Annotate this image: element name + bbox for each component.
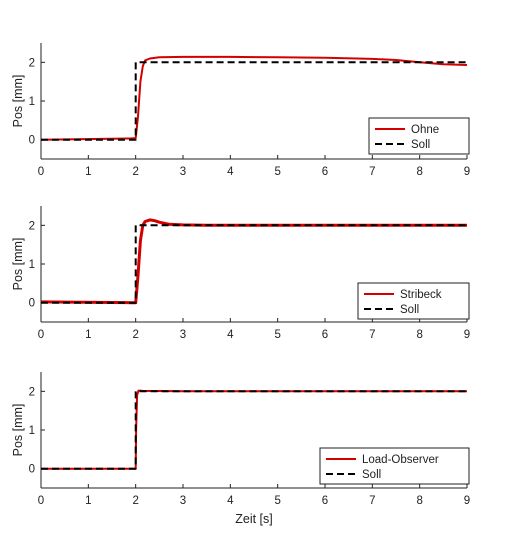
x-tick-label: 9 xyxy=(464,166,470,178)
x-tick-label: 7 xyxy=(369,166,375,178)
y-tick-label: 2 xyxy=(29,386,35,398)
x-tick-label: 1 xyxy=(85,166,91,178)
x-axis-label: Zeit [s] xyxy=(235,512,273,526)
x-tick-label: 3 xyxy=(180,166,186,178)
legend-entry-label: Soll xyxy=(411,139,430,151)
x-tick-label: 9 xyxy=(464,329,470,341)
series-line-ohne xyxy=(40,55,468,141)
y-tick-label: 1 xyxy=(29,425,35,437)
x-tick-label: 5 xyxy=(274,495,280,507)
x-tick-label: 1 xyxy=(85,495,91,507)
x-tick-label: 9 xyxy=(464,495,470,507)
y-axis-label: Pos [mm] xyxy=(11,75,25,128)
x-tick-label: 0 xyxy=(38,329,44,341)
legend-entry-label: Load-Observer xyxy=(362,454,439,466)
subplot-1: 0 1 2 3 4 5 6 7 8 9 0 1 2 Pos [mm] Ohne Soll xyxy=(11,43,470,178)
x-tick-label: 1 xyxy=(85,329,91,341)
legend: Ohne Soll xyxy=(368,117,470,155)
y-tick-label: 0 xyxy=(29,464,35,476)
legend: Load-Observer Soll xyxy=(319,447,470,485)
x-tick-label: 7 xyxy=(369,495,375,507)
x-tick-label: 2 xyxy=(132,329,138,341)
x-tick-label: 3 xyxy=(180,329,186,341)
x-tick-label: 0 xyxy=(38,495,44,507)
legend-entry-label: Soll xyxy=(362,469,381,481)
y-axis-label: Pos [mm] xyxy=(11,238,25,291)
x-tick-label: 5 xyxy=(274,166,280,178)
x-tick-label: 5 xyxy=(274,329,280,341)
x-tick-label: 0 xyxy=(38,166,44,178)
x-tick-label: 6 xyxy=(322,495,328,507)
x-tick-label: 8 xyxy=(416,329,422,341)
legend-box xyxy=(357,282,470,320)
series-line-stribeck xyxy=(40,218,467,305)
y-tick-label: 1 xyxy=(29,96,35,108)
legend-box xyxy=(368,117,470,155)
x-tick-label: 8 xyxy=(416,495,422,507)
legend-box xyxy=(319,447,470,485)
y-tick-label: 1 xyxy=(29,259,35,271)
x-tick-label: 8 xyxy=(416,166,422,178)
x-tick-label: 6 xyxy=(322,166,328,178)
subplot-3: 0 1 2 3 4 5 6 7 8 9 0 1 2 Pos [mm] Zeit [s] Load-Observ… xyxy=(11,372,470,526)
legend-entry-label: Soll xyxy=(400,304,419,316)
x-tick-label: 2 xyxy=(132,495,138,507)
y-tick-label: 2 xyxy=(29,57,35,69)
x-tick-label: 3 xyxy=(180,495,186,507)
legend-entry-label: Ohne xyxy=(411,124,439,136)
subplot-2: 0 1 2 3 4 5 6 7 8 9 0 1 2 Pos [mm] Stribeck Soll xyxy=(11,206,470,341)
x-tick-label: 7 xyxy=(369,329,375,341)
legend: Stribeck Soll xyxy=(357,282,470,320)
x-tick-label: 4 xyxy=(227,329,234,341)
series-line-soll xyxy=(41,224,467,304)
y-tick-label: 2 xyxy=(29,220,35,232)
x-tick-label: 4 xyxy=(227,495,234,507)
y-tick-label: 0 xyxy=(29,135,35,147)
x-tick-label: 2 xyxy=(132,166,138,178)
legend-entry-label: Stribeck xyxy=(400,289,442,301)
y-axis-label: Pos [mm] xyxy=(11,404,25,457)
x-tick-label: 4 xyxy=(227,166,234,178)
series-line-soll xyxy=(41,61,467,141)
x-tick-label: 6 xyxy=(322,329,328,341)
series-line-soll xyxy=(41,390,467,470)
y-tick-label: 0 xyxy=(29,298,35,310)
